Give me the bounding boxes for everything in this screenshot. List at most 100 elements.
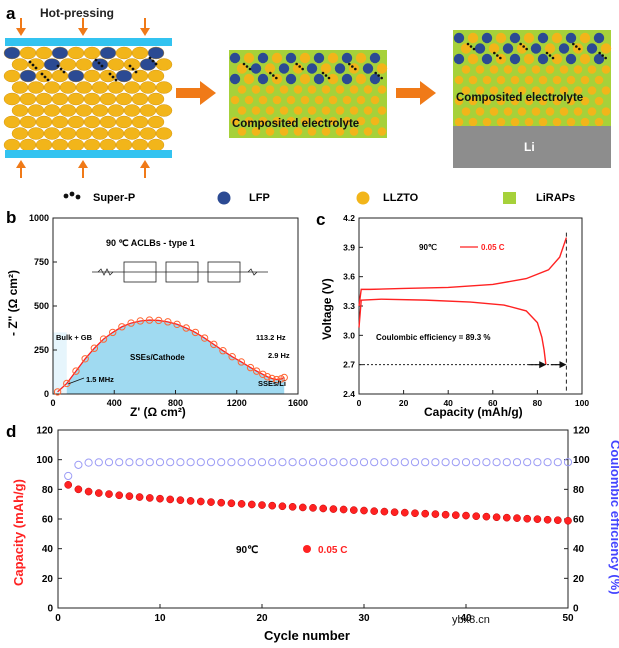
particle [19,138,37,152]
particle [67,46,85,60]
y-tick-label-left: 80 [42,485,54,496]
particle [99,138,117,152]
particle [251,127,261,136]
super-p-dot [100,64,104,68]
efficiency-point [268,458,277,467]
x-tick-label: 50 [562,613,574,624]
particle [300,116,310,126]
super-p-dot [545,51,549,55]
particle [356,116,366,126]
top-press-plate [5,38,172,46]
particle [59,58,77,71]
particle [565,53,577,65]
data-point [246,363,255,372]
super-p-dot [46,78,50,82]
particle [131,69,149,83]
material-legend: Super-P LFP LLZTO LiRAPs [63,191,575,205]
particle [363,106,373,115]
particle [467,32,479,44]
capacity-point [339,505,348,514]
particle [51,138,69,152]
particle [474,43,486,54]
capacity-point [472,512,481,521]
particle [537,53,549,65]
particle [349,127,359,136]
capacity-point [421,509,430,518]
efficiency-point [115,458,124,467]
efficiency-point [553,458,562,467]
capacity-point [492,513,501,522]
li-metal-layer [453,126,611,168]
particle [327,73,339,85]
panel-d-ylabel-left: Capacity (mAh/g) [11,479,26,586]
particle [363,85,373,94]
efficiency-point [104,458,114,467]
particle [580,117,590,127]
particle [11,81,29,94]
particle [362,63,374,74]
capacity-point [462,511,470,520]
efficiency-point [237,458,246,467]
particle [461,107,471,116]
particle [299,52,311,64]
bottom-press-plate [5,150,172,158]
particle [370,95,380,105]
data-point [263,373,272,381]
capacity-point [125,492,134,501]
x-tick-label: 400 [107,398,122,408]
particle [376,63,388,74]
efficiency-point [145,458,154,467]
y-tick-label-right: 20 [573,574,585,585]
panel-d-legend-label: 0.05 C [318,545,347,556]
efficiency-point [563,458,573,467]
super-p-dot [148,56,152,60]
capacity-point [513,514,521,522]
particle [307,85,317,94]
particle [43,81,61,94]
capacity-point [329,505,338,513]
super-p-dot [572,42,575,46]
particle [279,106,289,115]
particle [131,46,149,60]
x-tick-label: 40 [460,613,472,624]
particle [27,127,45,140]
particle [510,75,520,85]
particle [51,92,69,106]
annotation-pointer [67,377,85,385]
particle [580,75,590,85]
particle [237,127,247,136]
capacity-point [564,516,572,525]
particle [83,115,101,129]
y-tick-label-left: 40 [42,544,54,555]
efficiency-point [186,458,195,467]
particle [115,138,133,152]
particle [123,104,141,117]
capacity-point [84,487,93,496]
annotation-113-2-hz: 113.2 Hz [256,333,286,342]
super-p-dot [548,54,552,57]
particle [594,75,604,85]
efficiency-point [523,458,532,467]
particle [243,73,255,85]
particle [299,73,311,85]
capacity-point [207,498,215,506]
y-tick-label-left: 120 [36,426,53,437]
lfp-circle-icon [217,191,231,205]
particle [251,85,261,94]
particle [91,127,109,140]
y-tick-label-right: 100 [573,455,590,466]
particle [579,53,591,65]
particle [488,43,500,54]
particle [19,69,37,83]
y-tick-label: 250 [34,345,49,355]
super-p-dot [604,56,607,60]
super-p-dot [598,51,601,55]
particle [131,115,149,129]
bulk-gb-region [53,332,67,394]
annotation-bulk-gb: Bulk + GB [56,333,93,342]
y-tick-label-right: 120 [573,426,590,437]
particle [496,75,506,85]
particle [243,52,255,64]
efficiency-point [298,458,307,467]
capacity-point [156,494,164,503]
